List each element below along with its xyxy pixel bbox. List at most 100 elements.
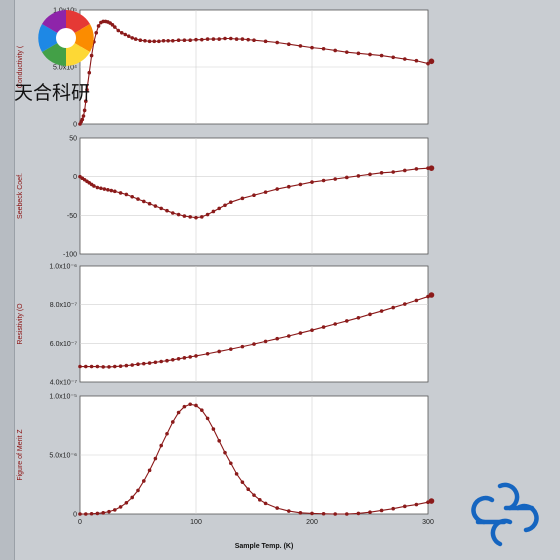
- data-point: [345, 50, 349, 54]
- chart-panel-3: 4.0x10⁻⁷ 6.0x10⁻⁷ 8.0x10⁻⁷ 1.0x10⁻⁶ Resistiv…: [17, 264, 435, 387]
- data-point: [252, 38, 256, 43]
- data-point: [157, 39, 161, 44]
- data-point: [188, 402, 192, 407]
- data-point: [298, 182, 303, 187]
- data-point: [165, 208, 169, 213]
- data-point: [159, 443, 163, 448]
- y-tick-label: 1.0x10⁻⁶: [49, 264, 77, 271]
- data-point: [391, 506, 396, 511]
- data-point: [205, 37, 210, 41]
- data-point: [194, 215, 198, 220]
- data-point: [110, 23, 115, 27]
- window-frame-left: [0, 0, 15, 560]
- data-point: [147, 39, 152, 44]
- data-point: [414, 502, 419, 507]
- data-point: [356, 51, 361, 56]
- data-point: [182, 356, 187, 360]
- data-point: [118, 364, 123, 368]
- data-point: [153, 456, 158, 461]
- data-point: [95, 185, 100, 190]
- data-point: [391, 305, 396, 310]
- data-point: [205, 212, 210, 217]
- data-point: [298, 331, 303, 335]
- data-point: [130, 36, 134, 40]
- data-point: [165, 358, 169, 363]
- data-point: [217, 206, 221, 211]
- data-point: [85, 88, 89, 92]
- data-point: [153, 360, 158, 365]
- x-axis-label: Sample Temp. (K): [235, 543, 294, 550]
- data-point: [403, 168, 407, 173]
- data-point: [240, 37, 245, 41]
- data-point: [171, 357, 175, 362]
- data-point: [176, 357, 181, 361]
- data-point: [153, 204, 158, 208]
- chart-panel-4: 0 5.0x10⁻⁶ 1.0x10⁻⁵ Figure of Merit Z 0 100 20…: [17, 394, 435, 550]
- data-point: [275, 506, 280, 510]
- x-tick-label: 200: [306, 519, 318, 526]
- data-point: [136, 488, 140, 493]
- data-point: [217, 349, 221, 354]
- data-point: [166, 38, 170, 43]
- data-point: [298, 511, 303, 515]
- data-point: [147, 201, 152, 206]
- data-point: [130, 363, 134, 367]
- end-point: [428, 165, 435, 171]
- data-point: [78, 364, 82, 369]
- end-point: [428, 292, 435, 298]
- x-tick-label: 100: [190, 519, 202, 526]
- data-point: [182, 214, 187, 218]
- data-point: [205, 351, 210, 356]
- data-point: [200, 215, 204, 219]
- data-point: [95, 511, 100, 516]
- data-point: [106, 188, 110, 192]
- data-point: [223, 36, 227, 41]
- data-point: [345, 175, 349, 180]
- data-point: [165, 431, 169, 436]
- data-point: [252, 493, 256, 497]
- data-point: [263, 339, 268, 344]
- data-point: [200, 37, 204, 42]
- y-tick-label: 0: [73, 122, 77, 129]
- y-tick-label: 50: [69, 136, 77, 143]
- data-point: [310, 180, 314, 184]
- data-point: [78, 512, 82, 516]
- data-point: [176, 410, 181, 415]
- y-tick-label: 4.0x10⁻⁷: [50, 380, 78, 387]
- data-point: [287, 509, 291, 513]
- data-point: [171, 38, 175, 43]
- data-point: [113, 189, 117, 194]
- data-point: [124, 192, 129, 197]
- data-point: [356, 174, 361, 178]
- data-point: [80, 117, 85, 122]
- data-point: [182, 404, 187, 409]
- data-point: [101, 365, 105, 369]
- data-point: [229, 461, 233, 466]
- data-point: [368, 52, 372, 57]
- data-point: [310, 511, 314, 516]
- data-point: [205, 416, 210, 421]
- data-point: [136, 362, 140, 367]
- data-point: [414, 298, 419, 303]
- data-point: [252, 342, 256, 346]
- data-point: [333, 512, 338, 516]
- data-point: [211, 37, 216, 41]
- data-point: [229, 36, 233, 41]
- data-point: [126, 34, 131, 39]
- y-tick-label: -100: [63, 252, 77, 259]
- data-point: [414, 167, 419, 171]
- y-tick-label: 1.0x10⁻⁵: [49, 394, 77, 401]
- data-point: [159, 359, 163, 364]
- data-point: [217, 439, 221, 443]
- y-tick-label: 6.0x10⁻⁷: [50, 341, 78, 348]
- data-point: [194, 403, 198, 408]
- data-point: [107, 509, 111, 514]
- data-point: [211, 427, 216, 431]
- y-tick-label: 5.0x10⁴: [53, 65, 77, 72]
- y-tick-label: 0: [73, 512, 77, 519]
- logo-text: 天合科研: [14, 82, 91, 104]
- data-point: [345, 319, 349, 323]
- data-point: [142, 361, 146, 366]
- data-point: [194, 354, 198, 358]
